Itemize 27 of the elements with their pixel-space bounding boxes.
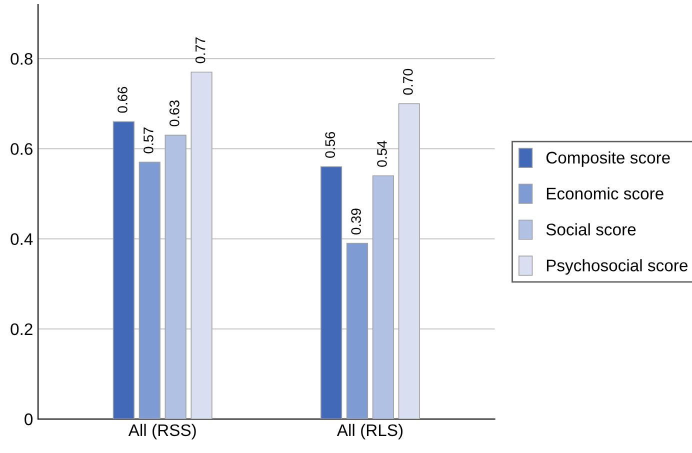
text: 0.57 bbox=[144, 128, 154, 154]
y-tick-label: 0.2 bbox=[10, 323, 32, 336]
bar bbox=[372, 175, 394, 420]
bar bbox=[164, 134, 186, 420]
bar bbox=[346, 242, 368, 420]
y-tick-label: 0.6 bbox=[10, 143, 32, 155]
x-tick-label: All (RLS) bbox=[336, 424, 403, 440]
bar bbox=[190, 72, 212, 420]
text: 0.39 bbox=[351, 208, 361, 234]
text: 0.63 bbox=[169, 100, 180, 126]
text: 0.66 bbox=[118, 86, 128, 113]
y-tick-label: 0.4 bbox=[10, 233, 33, 246]
x-tick-label: All (RSS) bbox=[128, 424, 196, 440]
y-tick-label: 0 bbox=[24, 413, 33, 426]
legend-label: Economic score bbox=[546, 187, 664, 200]
bar bbox=[320, 166, 342, 420]
text: 0.54 bbox=[377, 140, 387, 167]
text: 0.77 bbox=[195, 37, 206, 64]
text: 0.70 bbox=[403, 68, 413, 95]
legend-label: Composite score bbox=[546, 151, 670, 167]
legend-label: Psychosocial score bbox=[546, 259, 688, 275]
bar bbox=[398, 103, 420, 420]
y-tick-label: 0.8 bbox=[10, 52, 32, 65]
bar bbox=[112, 121, 134, 420]
legend-label: Social score bbox=[546, 223, 636, 236]
text: 0.56 bbox=[325, 132, 336, 158]
bar bbox=[138, 162, 160, 420]
